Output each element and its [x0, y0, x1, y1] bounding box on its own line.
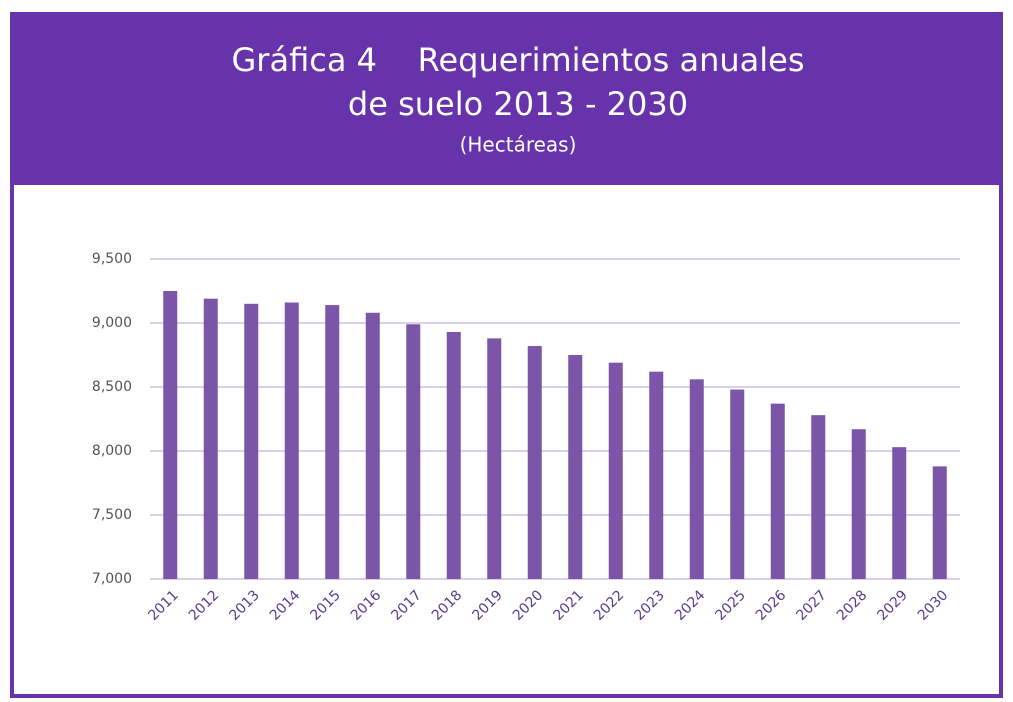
bar: [244, 303, 259, 579]
y-tick-label: 8,500: [92, 379, 132, 395]
bar: [770, 403, 785, 579]
bar: [487, 338, 502, 579]
y-tick-label: 7,000: [92, 571, 132, 587]
y-tick-label: 8,000: [92, 443, 132, 459]
bar: [608, 362, 623, 579]
bar: [365, 312, 380, 579]
bar: [932, 466, 947, 579]
chart-subtitle: (Hectáreas): [460, 133, 577, 157]
bar: [203, 298, 218, 579]
y-tick-label: 7,500: [92, 507, 132, 523]
bar: [811, 415, 826, 579]
bar: [851, 429, 866, 579]
bar: [689, 379, 704, 579]
bar: [163, 291, 178, 579]
bar: [325, 305, 340, 579]
bar: [568, 355, 583, 579]
bar: [892, 447, 907, 579]
bar: [527, 346, 542, 579]
bar: [649, 371, 664, 579]
bar: [284, 302, 299, 579]
bar: [446, 331, 461, 579]
plot-panel: [14, 185, 999, 694]
chart-title: de suelo 2013 - 2030: [348, 85, 688, 123]
bar: [406, 324, 421, 579]
bar: [730, 389, 745, 579]
y-tick-label: 9,500: [92, 251, 132, 267]
y-tick-label: 9,000: [92, 315, 132, 331]
chart-title: Gráfica 4 Requerimientos anuales: [232, 41, 805, 79]
